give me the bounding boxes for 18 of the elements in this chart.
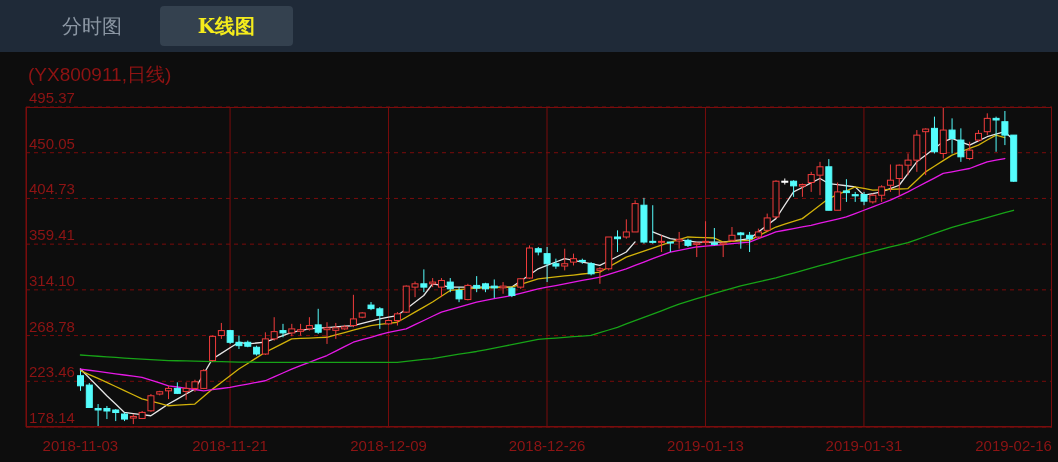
y-tick-label: 495.37: [29, 89, 75, 106]
y-tick-label: 404.73: [29, 180, 75, 198]
x-tick-label: 2019-02-16: [975, 437, 1052, 454]
text: K线图: [160, 6, 293, 46]
y-tick-label: 178.14: [29, 409, 75, 426]
y-tick-label: 223.46: [29, 363, 75, 381]
x-tick-label: 2019-01-31: [825, 437, 903, 454]
y-tick-label: 359.41: [29, 226, 75, 244]
text: 分时图: [61, 13, 123, 40]
y-tick-label: 268.78: [29, 317, 75, 335]
y-tick-label: 314.10: [29, 271, 75, 289]
chart-title: (YX800911,日线): [28, 63, 172, 87]
y-tick-label: 450.05: [29, 134, 75, 152]
x-tick-label: 2018-12-26: [508, 437, 586, 454]
x-tick-label: 2018-12-09: [350, 437, 427, 454]
x-tick-label: 2018-11-21: [192, 437, 268, 454]
x-tick-label: 2018-11-03: [42, 437, 119, 454]
x-tick-label: 2019-01-13: [667, 437, 744, 454]
